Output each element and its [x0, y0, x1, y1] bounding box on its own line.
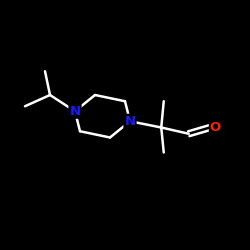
- Text: O: O: [210, 121, 221, 134]
- Text: N: N: [124, 115, 136, 128]
- Text: N: N: [70, 105, 80, 118]
